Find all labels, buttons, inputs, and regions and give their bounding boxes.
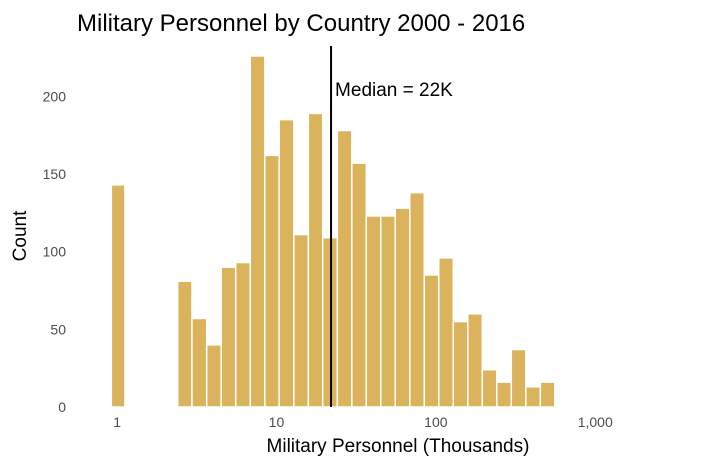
x-axis-title: Military Personnel (Thousands) — [267, 436, 530, 457]
y-tick-label: 50 — [50, 321, 66, 337]
histogram-bar — [110, 184, 126, 408]
histogram-bar — [220, 266, 237, 408]
x-tick-label: 100 — [424, 414, 448, 430]
histogram-bar — [394, 207, 411, 408]
histogram-bar — [365, 215, 382, 408]
x-tick-label: 10 — [269, 414, 285, 430]
histogram-bar — [336, 129, 353, 408]
x-axis-ticks: 1 10 100 1,000 — [113, 414, 613, 430]
histogram-bar — [249, 55, 266, 408]
histogram-bar — [438, 257, 455, 408]
histogram-bar — [321, 236, 339, 408]
y-tick-label: 0 — [58, 399, 66, 415]
histogram-bar — [525, 386, 542, 408]
histogram-bar — [307, 112, 324, 408]
histogram-bar — [278, 118, 295, 408]
y-axis-ticks: 0 50 100 150 200 — [43, 88, 67, 415]
histogram-bar — [539, 381, 556, 408]
histogram-bar — [409, 191, 426, 408]
histogram-bar — [496, 381, 513, 408]
histogram-bar — [467, 313, 484, 408]
histogram-bar — [423, 274, 440, 408]
histogram-bar — [351, 162, 368, 408]
x-tick-label: 1,000 — [578, 414, 613, 430]
y-axis-title: Count — [10, 210, 31, 261]
histogram-bar — [481, 368, 498, 408]
y-tick-label: 100 — [43, 244, 67, 260]
histogram-bar — [293, 233, 310, 408]
histogram-bar — [191, 317, 208, 408]
histogram-bar — [452, 320, 469, 408]
median-label: Median = 22K — [335, 80, 453, 101]
chart-title: Military Personnel by Country 2000 - 201… — [77, 10, 525, 37]
histogram-bar — [264, 154, 280, 408]
histogram-bar — [510, 348, 527, 408]
y-tick-label: 150 — [43, 166, 67, 182]
histogram-bar — [205, 344, 222, 408]
bars-group — [110, 55, 556, 408]
histogram-bar — [234, 261, 252, 408]
histogram-bar — [176, 280, 193, 408]
x-tick-label: 1 — [113, 414, 121, 430]
y-tick-label: 200 — [43, 88, 67, 104]
histogram-bar — [379, 215, 396, 408]
